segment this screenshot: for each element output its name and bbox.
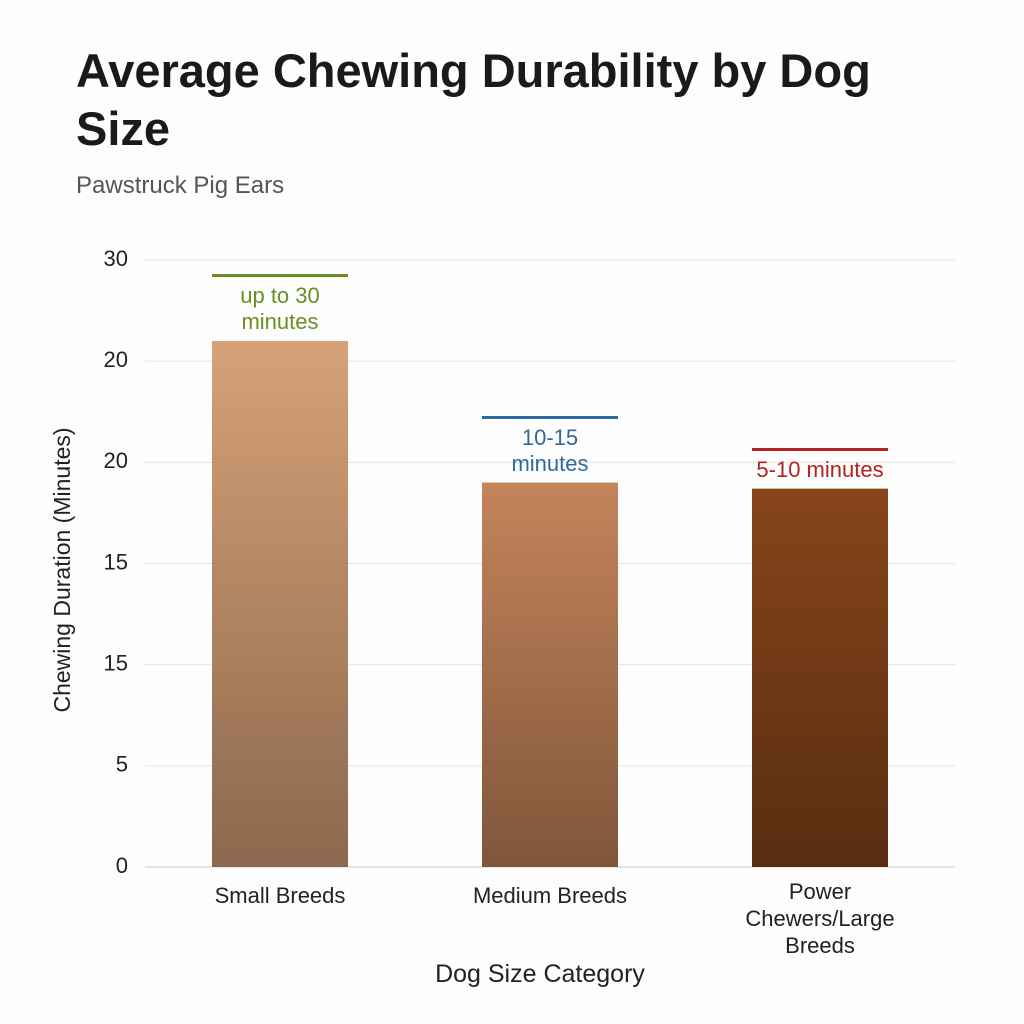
bar-shade — [212, 340, 348, 867]
y-tick-label: 30 — [104, 246, 128, 271]
y-tick-label: 5 — [116, 752, 128, 777]
x-tick-label: Small Breeds — [214, 883, 346, 908]
bar-shade — [482, 482, 618, 867]
y-axis-title: Chewing Duration (Minutes) — [49, 427, 75, 712]
bar-annotation: up to 30 minutes — [212, 273, 348, 335]
bar-annotation: 10-15 minutes — [482, 415, 618, 477]
y-tick-label: 20 — [104, 448, 128, 473]
y-tick-label: 0 — [116, 853, 128, 878]
y-tick-label: 20 — [104, 347, 128, 372]
bar-shade — [752, 488, 888, 867]
x-tick-label: Medium Breeds — [472, 883, 628, 908]
y-tick-label: 15 — [104, 549, 128, 574]
x-tick-label: Power Chewers/Large Breeds — [745, 879, 895, 958]
y-tick-label: 15 — [104, 650, 128, 675]
x-axis-title: Dog Size Category — [435, 960, 645, 988]
chart-subtitle: Pawstruck Pig Ears — [76, 172, 285, 199]
bar-annotation: 5-10 minutes — [752, 447, 888, 483]
chart-title: Average Chewing Durability by Dog Size — [76, 44, 871, 155]
